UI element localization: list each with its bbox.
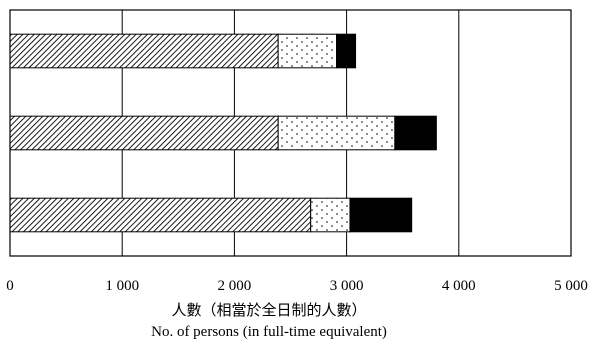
bars bbox=[9, 33, 437, 233]
bar-row3-segment2 bbox=[310, 197, 351, 233]
x-tick-label: 0 bbox=[6, 278, 14, 294]
bar-row1-segment2 bbox=[277, 33, 338, 69]
x-tick-label: 2 000 bbox=[218, 278, 252, 294]
bar-row2-segment3 bbox=[394, 115, 437, 151]
bar-row3-segment3 bbox=[349, 197, 413, 233]
x-tick-label: 1 000 bbox=[105, 278, 139, 294]
x-axis-title-chinese: 人數（相當於全日制的人數） bbox=[171, 301, 366, 319]
bar-row3-segment1 bbox=[9, 197, 312, 233]
x-tick-label: 5 000 bbox=[554, 278, 588, 294]
bar-row1-segment1 bbox=[9, 33, 279, 69]
x-tick-label: 3 000 bbox=[330, 278, 364, 294]
bar-row2-segment2 bbox=[277, 115, 396, 151]
plot-frame bbox=[9, 9, 572, 257]
x-tick-label: 4 000 bbox=[442, 278, 476, 294]
x-axis-title-english: No. of persons (in full-time equivalent) bbox=[151, 324, 387, 340]
bar-row1-segment3 bbox=[336, 33, 357, 69]
bar-row2-segment1 bbox=[9, 115, 279, 151]
x-tick-labels: 0 1 000 2 000 3 000 4 000 5 000 bbox=[6, 278, 588, 294]
